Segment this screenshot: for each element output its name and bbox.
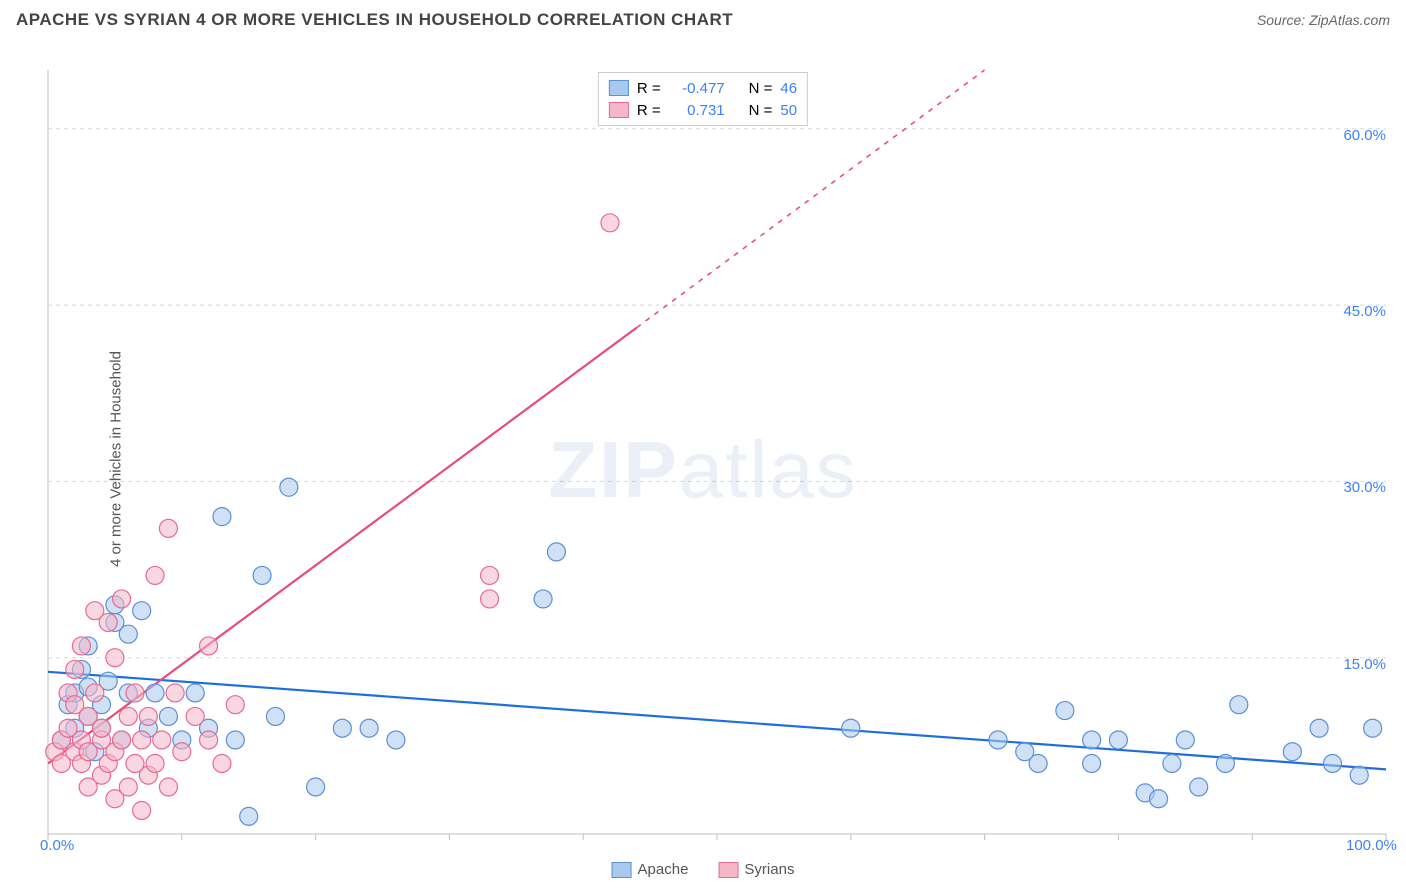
series-label-syrians: Syrians: [744, 861, 794, 878]
y-tick-label: 60.0%: [1343, 127, 1386, 144]
n-label: N =: [749, 80, 773, 97]
correlation-legend: R = -0.477 N = 46 R = 0.731 N = 50: [598, 72, 808, 126]
r-value-syrians: 0.731: [669, 102, 725, 119]
r-label: R =: [637, 102, 661, 119]
swatch-syrians: [609, 102, 629, 118]
chart-container: 4 or more Vehicles in Household ZIPatlas…: [0, 34, 1406, 884]
swatch-apache-icon: [612, 862, 632, 878]
y-axis-label: 4 or more Vehicles in Household: [107, 351, 124, 567]
series-label-apache: Apache: [638, 861, 689, 878]
r-value-apache: -0.477: [669, 80, 725, 97]
series-legend: Apache Syrians: [612, 861, 795, 878]
y-tick-label: 15.0%: [1343, 656, 1386, 673]
legend-row-apache: R = -0.477 N = 46: [609, 77, 797, 99]
r-label: R =: [637, 80, 661, 97]
swatch-syrians-icon: [718, 862, 738, 878]
legend-item-apache: Apache: [612, 861, 689, 878]
y-tick-label: 45.0%: [1343, 303, 1386, 320]
scatter-plot: [0, 34, 1406, 884]
n-value-apache: 46: [780, 80, 797, 97]
legend-item-syrians: Syrians: [718, 861, 794, 878]
n-label: N =: [749, 102, 773, 119]
n-value-syrians: 50: [780, 102, 797, 119]
chart-title: APACHE VS SYRIAN 4 OR MORE VEHICLES IN H…: [16, 10, 733, 30]
y-tick-label: 30.0%: [1343, 479, 1386, 496]
source-attribution: Source: ZipAtlas.com: [1257, 12, 1390, 28]
legend-row-syrians: R = 0.731 N = 50: [609, 99, 797, 121]
x-tick-label: 0.0%: [40, 837, 74, 854]
swatch-apache: [609, 80, 629, 96]
x-tick-label: 100.0%: [1346, 837, 1397, 854]
